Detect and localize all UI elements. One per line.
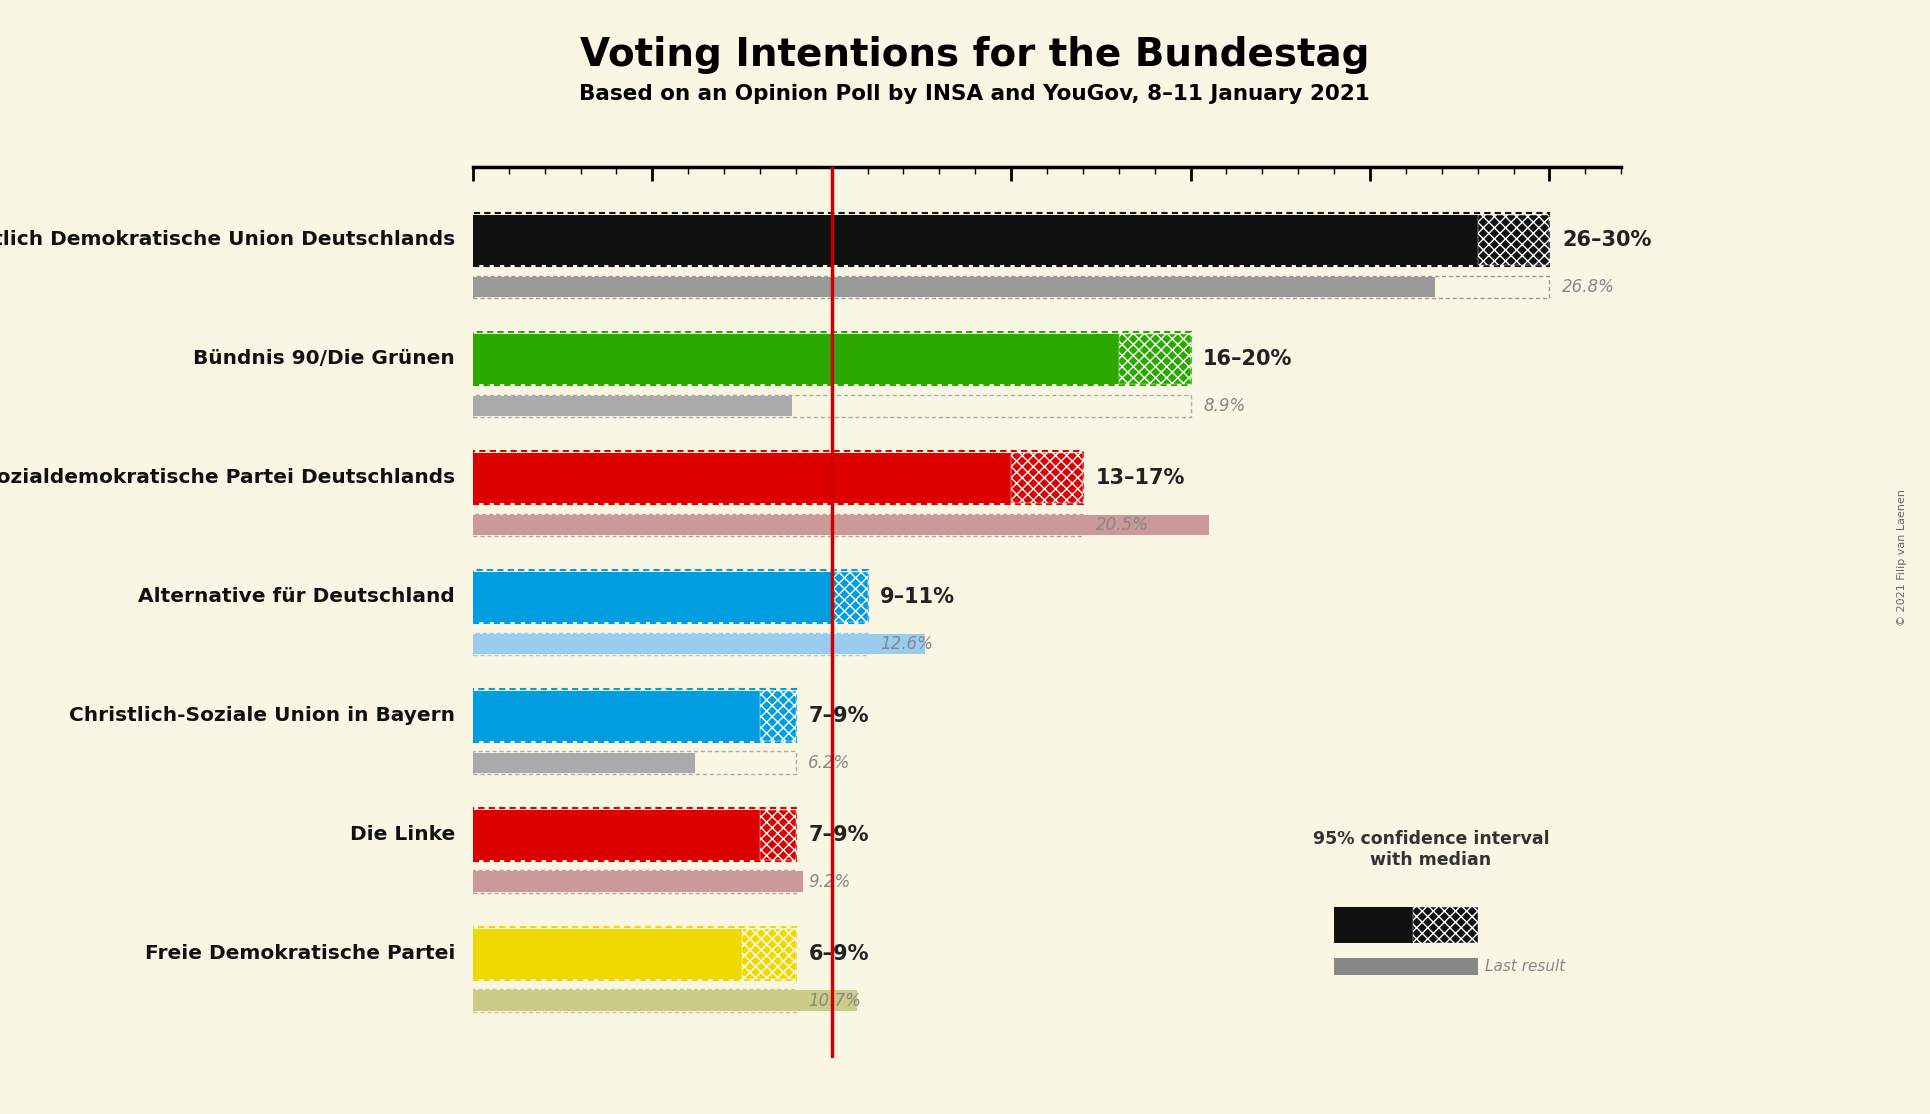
Bar — [473, 929, 741, 978]
Bar — [473, 215, 1478, 265]
Bar — [473, 515, 1208, 535]
Text: Christlich-Soziale Union in Bayern: Christlich-Soziale Union in Bayern — [69, 706, 455, 725]
Bar — [473, 753, 695, 773]
Bar — [473, 571, 832, 622]
Bar — [760, 810, 795, 860]
Bar — [473, 870, 795, 892]
Bar — [473, 334, 1119, 383]
Text: Freie Demokratische Partei: Freie Demokratische Partei — [145, 944, 455, 964]
Bar — [473, 451, 1083, 504]
Bar — [473, 514, 1083, 536]
Bar — [473, 570, 868, 623]
Text: 10.7%: 10.7% — [809, 991, 861, 1009]
Text: 13–17%: 13–17% — [1096, 468, 1185, 488]
Text: 7–9%: 7–9% — [809, 824, 868, 844]
Text: Bündnis 90/Die Grünen: Bündnis 90/Die Grünen — [193, 349, 455, 368]
Text: 9.2%: 9.2% — [809, 872, 851, 890]
Text: 26–30%: 26–30% — [1561, 229, 1652, 250]
Text: 6.2%: 6.2% — [809, 754, 851, 772]
Bar — [473, 633, 868, 655]
Bar — [473, 214, 1550, 266]
Text: 6–9%: 6–9% — [809, 944, 868, 964]
Bar — [741, 929, 795, 978]
Bar — [473, 927, 795, 980]
Text: 16–20%: 16–20% — [1202, 349, 1293, 369]
Bar — [473, 809, 795, 861]
Bar — [473, 394, 1191, 417]
Text: © 2021 Filip van Laenen: © 2021 Filip van Laenen — [1897, 489, 1907, 625]
Text: 7–9%: 7–9% — [809, 705, 868, 725]
Bar — [473, 275, 1550, 297]
Bar — [473, 452, 1011, 502]
Bar — [473, 395, 791, 416]
Text: Sozialdemokratische Partei Deutschlands: Sozialdemokratische Partei Deutschlands — [0, 468, 455, 487]
Text: 95% confidence interval
with median: 95% confidence interval with median — [1312, 830, 1550, 869]
Bar — [1119, 334, 1191, 383]
Text: Based on an Opinion Poll by INSA and YouGov, 8–11 January 2021: Based on an Opinion Poll by INSA and You… — [579, 84, 1370, 104]
Bar — [473, 276, 1434, 296]
Bar — [473, 990, 857, 1010]
Text: Christlich Demokratische Union Deutschlands: Christlich Demokratische Union Deutschla… — [0, 231, 455, 250]
Text: 12.6%: 12.6% — [880, 635, 932, 653]
Bar — [1334, 907, 1413, 942]
Bar — [1011, 452, 1083, 502]
Bar — [473, 752, 795, 774]
Bar — [473, 691, 760, 741]
Text: 26.8%: 26.8% — [1561, 277, 1615, 295]
Bar — [473, 989, 795, 1012]
Bar — [473, 690, 795, 742]
Bar — [473, 634, 924, 654]
Bar — [1413, 907, 1478, 942]
Bar — [473, 810, 760, 860]
Text: Voting Intentions for the Bundestag: Voting Intentions for the Bundestag — [579, 36, 1370, 74]
Text: Die Linke: Die Linke — [349, 825, 455, 844]
Text: 9–11%: 9–11% — [880, 587, 955, 607]
Text: 8.9%: 8.9% — [1202, 397, 1245, 414]
Text: Alternative für Deutschland: Alternative für Deutschland — [139, 587, 455, 606]
Text: 20.5%: 20.5% — [1096, 516, 1148, 534]
Bar — [1334, 958, 1478, 975]
Bar — [1478, 215, 1550, 265]
Bar — [473, 332, 1191, 385]
Bar — [473, 871, 803, 891]
Bar — [832, 571, 869, 622]
Bar — [760, 691, 795, 741]
Text: Last result: Last result — [1484, 959, 1565, 974]
